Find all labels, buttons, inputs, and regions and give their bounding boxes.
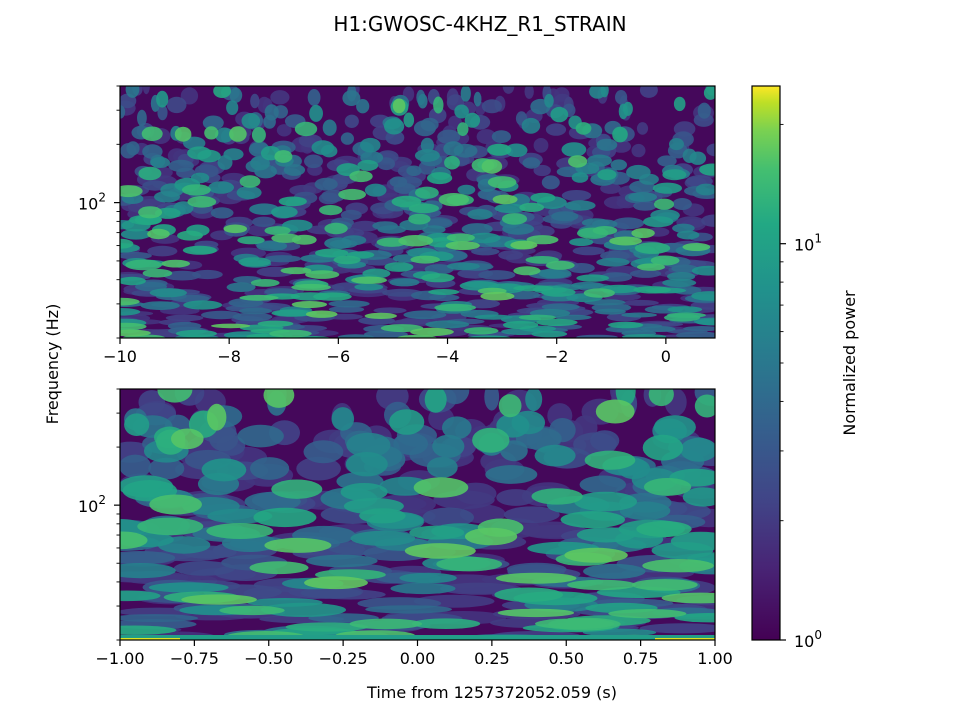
- x-tick-label: −2: [545, 347, 569, 366]
- x-tick-label: −4: [436, 347, 460, 366]
- x-tick-label: 0.50: [548, 649, 584, 668]
- colorbar-tick-label: 101: [794, 232, 822, 255]
- y-axis-label: Frequency (Hz): [43, 304, 62, 425]
- x-tick-label: 0.00: [400, 649, 436, 668]
- x-tick-label: −10: [103, 347, 137, 366]
- x-tick-label: 0.25: [474, 649, 510, 668]
- x-tick-label: −6: [327, 347, 351, 366]
- colorbar: 100 101 Normalized power: [751, 85, 859, 651]
- x-tick-label: −1.00: [95, 649, 144, 668]
- x-tick-label: −0.75: [170, 649, 219, 668]
- x-tick-label: −8: [217, 347, 241, 366]
- spectrogram-image-zoom: [120, 389, 715, 640]
- colorbar-label: Normalized power: [840, 290, 859, 436]
- x-axis-label: Time from 1257372052.059 (s): [366, 683, 617, 702]
- axes-frame-wide: [119, 85, 716, 339]
- colorbar-ticks: 100 101: [780, 123, 822, 651]
- colorbar-gradient: [751, 85, 781, 641]
- spectrogram-panel-zoom: −1.00 −0.75 −0.50 −0.25 0.00 0.25 0.50 0.75 1.00…: [78, 388, 733, 668]
- y-tick-label: 102: [78, 191, 106, 214]
- y-tick-label: 102: [78, 493, 106, 516]
- spectrogram-image-wide: [120, 86, 715, 338]
- colorbar-tick-label: 100: [794, 628, 822, 651]
- spectrogram-panel-wide: −10 −8 −6 −4 −2 0 102: [78, 85, 716, 366]
- x-tick-label: 0.75: [623, 649, 659, 668]
- chart-title: H1:GWOSC-4KHZ_R1_STRAIN: [333, 12, 626, 36]
- x-tick-label: 1.00: [697, 649, 733, 668]
- x-tick-label: 0: [661, 347, 671, 366]
- axis-ticks-zoom: −1.00 −0.75 −0.50 −0.25 0.00 0.25 0.50 0.75 1.00…: [78, 388, 733, 668]
- x-tick-label: −0.25: [319, 649, 368, 668]
- axis-ticks-wide: −10 −8 −6 −4 −2 0 102: [78, 85, 671, 366]
- x-tick-label: −0.50: [244, 649, 293, 668]
